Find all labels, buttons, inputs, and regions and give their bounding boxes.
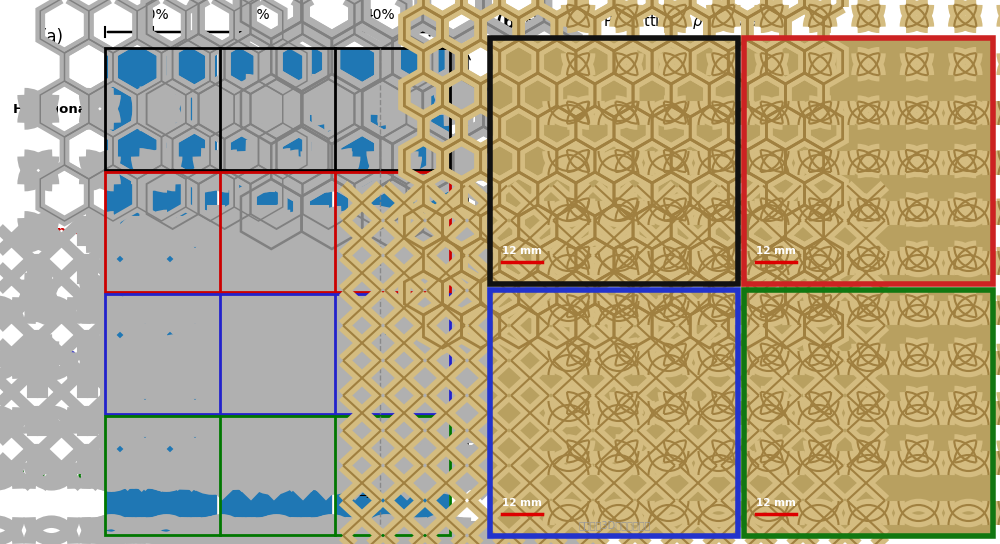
Bar [492, 40, 736, 282]
Text: S-Shaped: S-Shaped [16, 469, 88, 482]
Bar [106, 173, 217, 291]
Bar [220, 172, 333, 292]
Text: 12 mm: 12 mm [756, 246, 796, 256]
Text: $\theta$: $\theta$ [405, 434, 414, 448]
Bar [335, 172, 450, 292]
Text: 40%: 40% [365, 8, 395, 22]
Text: $a$: $a$ [473, 348, 482, 361]
Bar [746, 40, 992, 282]
Text: $\theta$: $\theta$ [408, 107, 417, 121]
Bar [490, 38, 738, 284]
Text: $a$: $a$ [473, 442, 482, 455]
Text: $t$: $t$ [345, 390, 352, 403]
Bar [105, 294, 218, 414]
Bar [220, 48, 333, 170]
Bar [105, 48, 450, 170]
Bar [336, 49, 449, 169]
Text: $t$: $t$ [399, 312, 406, 325]
Text: I-Shaped: I-Shaped [19, 226, 85, 238]
Bar [744, 38, 993, 284]
Text: Hexagonal: Hexagonal [12, 102, 92, 115]
Text: FFF-Printed PEI lattices, $\bar{\rho}$ = 20%: FFF-Printed PEI lattices, $\bar{\rho}$ =… [516, 13, 757, 32]
Bar [744, 38, 993, 284]
Bar [490, 290, 738, 536]
Bar [221, 49, 332, 169]
Text: $a$: $a$ [473, 201, 482, 214]
Text: 12 mm: 12 mm [502, 246, 542, 256]
Bar [220, 294, 333, 414]
Text: 公众号・3D打印技术参考: 公众号・3D打印技术参考 [579, 520, 651, 530]
Bar [744, 290, 993, 536]
Bar [105, 294, 450, 414]
Text: 12 mm: 12 mm [502, 498, 542, 508]
Bar [335, 416, 450, 535]
Text: (a): (a) [40, 28, 64, 46]
Bar [105, 48, 218, 170]
Bar [336, 173, 449, 291]
Text: $\mathbf{(b)}$: $\mathbf{(b)}$ [495, 12, 523, 32]
Text: $t$: $t$ [345, 121, 352, 133]
Text: Re-Entrant: Re-Entrant [12, 348, 92, 361]
Bar [492, 292, 736, 535]
Bar [221, 295, 332, 413]
Bar [105, 172, 218, 292]
Text: $t$: $t$ [345, 489, 352, 502]
Bar [746, 292, 992, 535]
Bar [105, 416, 218, 535]
Bar [221, 173, 332, 291]
Text: $\theta$: $\theta$ [408, 183, 417, 197]
Bar [744, 290, 993, 536]
Text: 30%: 30% [240, 8, 270, 22]
Bar [105, 172, 450, 292]
Bar [336, 295, 449, 413]
Bar [105, 416, 450, 535]
Bar [221, 417, 332, 534]
Bar [336, 417, 449, 534]
Bar [335, 294, 450, 414]
Text: $\bar{\rho}$: $\bar{\rho}$ [450, 1, 462, 22]
Bar [220, 416, 333, 535]
Bar [490, 290, 738, 536]
Bar [106, 49, 217, 169]
Text: 12 mm: 12 mm [756, 498, 796, 508]
Text: $a$: $a$ [473, 102, 482, 115]
Bar [106, 417, 217, 534]
Bar [106, 295, 217, 413]
Bar [335, 48, 450, 170]
Text: $\theta$: $\theta$ [408, 359, 417, 373]
Text: 20%: 20% [138, 8, 168, 22]
Bar [490, 38, 738, 284]
